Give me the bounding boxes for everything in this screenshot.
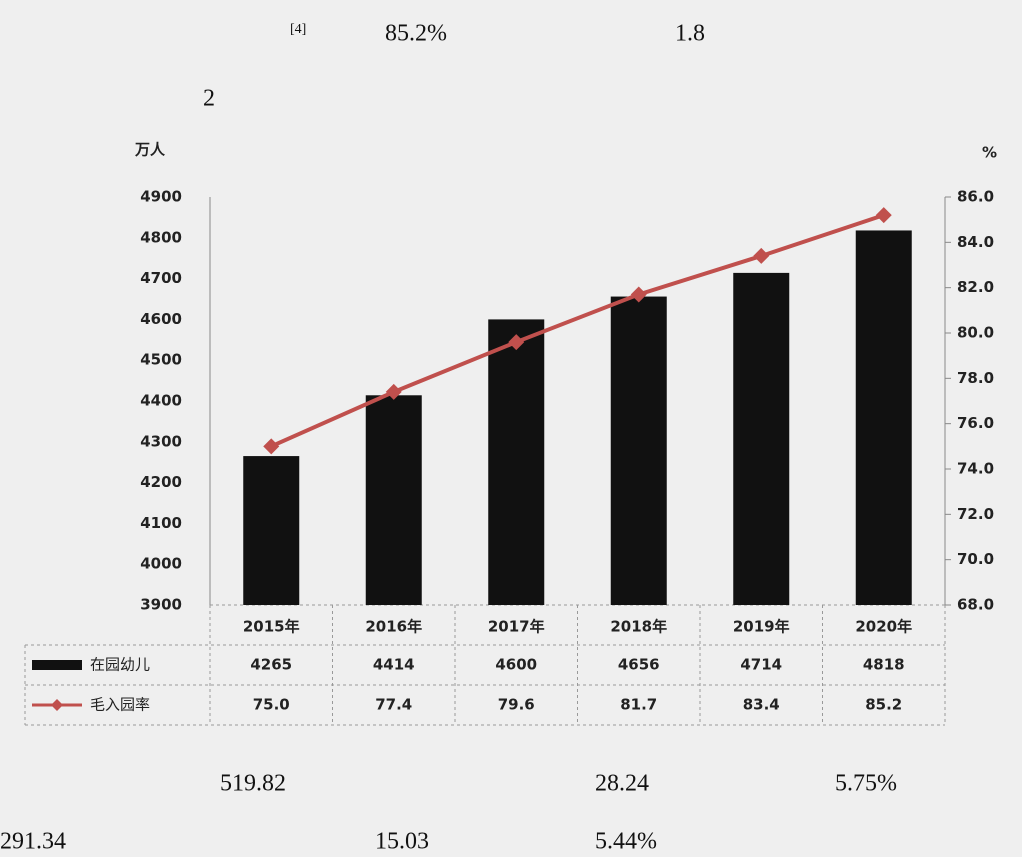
x-tick-label: 2017年: [488, 618, 545, 636]
table-value: 77.4: [375, 696, 412, 714]
annotation: 5.44%: [595, 829, 657, 855]
table-value: 4656: [618, 656, 660, 674]
annotation: 5.75%: [835, 771, 897, 797]
y2-tick-label: 68.0: [957, 596, 994, 614]
legend-swatch: [51, 699, 63, 711]
legend-label: 毛入园率: [90, 696, 150, 714]
table-value: 85.2: [865, 696, 902, 714]
table-value: 4265: [250, 656, 292, 674]
line-marker: [753, 247, 770, 264]
y2-tick-label: 72.0: [957, 505, 994, 523]
x-tick-label: 2015年: [243, 618, 300, 636]
y-tick-label: 4500: [140, 351, 182, 369]
table-value: 81.7: [620, 696, 657, 714]
y2-tick-label: 76.0: [957, 414, 994, 432]
annotation: 15.03: [375, 829, 429, 855]
line: [270, 213, 885, 449]
table-value: 4714: [740, 656, 782, 674]
y-tick-label: 4700: [140, 269, 182, 287]
annotation: 85.2%: [385, 21, 447, 47]
y-tick-label: 4000: [140, 555, 182, 573]
bar: [365, 395, 422, 605]
line-marker: [875, 207, 892, 224]
y-tick-label: 4400: [140, 392, 182, 410]
y-tick-label: 4100: [140, 514, 182, 532]
y2-tick-label: 80.0: [957, 324, 994, 342]
bar: [855, 230, 912, 605]
line-marker: [630, 286, 647, 303]
bar: [243, 456, 300, 605]
legend-label: 在园幼儿: [90, 656, 150, 674]
x-tick-label: 2018年: [610, 618, 667, 636]
x-tick-label: 2016年: [365, 618, 422, 636]
table-value: 83.4: [743, 696, 780, 714]
y2-tick-label: 84.0: [957, 233, 994, 251]
annotation: 2: [203, 86, 215, 112]
legend-swatch: [32, 660, 82, 670]
y-tick-label: 4900: [140, 188, 182, 206]
y2-tick-label: 78.0: [957, 369, 994, 387]
table-value: 75.0: [253, 696, 290, 714]
table-value: 79.6: [498, 696, 535, 714]
bar: [610, 296, 667, 605]
line-marker: [508, 334, 525, 351]
x-tick-label: 2020年: [855, 618, 912, 636]
table-value: 4818: [863, 656, 905, 674]
y2-tick-label: 86.0: [957, 188, 994, 206]
bar: [488, 319, 545, 605]
y-tick-label: 4800: [140, 228, 182, 246]
annotation: 291.34: [0, 829, 66, 855]
y2-axis-label: %: [982, 144, 997, 162]
y-tick-label: 4200: [140, 473, 182, 491]
y2-tick-label: 74.0: [957, 460, 994, 478]
bar: [733, 272, 790, 605]
table-value: 4600: [495, 656, 537, 674]
y-tick-label: 3900: [140, 596, 182, 614]
table-value: 4414: [373, 656, 415, 674]
y-tick-label: 4300: [140, 432, 182, 450]
y-tick-label: 4600: [140, 310, 182, 328]
x-tick-label: 2019年: [733, 618, 790, 636]
y2-tick-label: 82.0: [957, 278, 994, 296]
y-axis-label: 万人: [134, 141, 166, 159]
annotation: 28.24: [595, 771, 649, 797]
line-marker: [385, 383, 402, 400]
y2-tick-label: 70.0: [957, 550, 994, 568]
line-marker: [263, 438, 280, 455]
annotation: 519.82: [220, 771, 286, 797]
annotation: [4]: [290, 22, 306, 37]
annotation: 1.8: [675, 21, 705, 47]
